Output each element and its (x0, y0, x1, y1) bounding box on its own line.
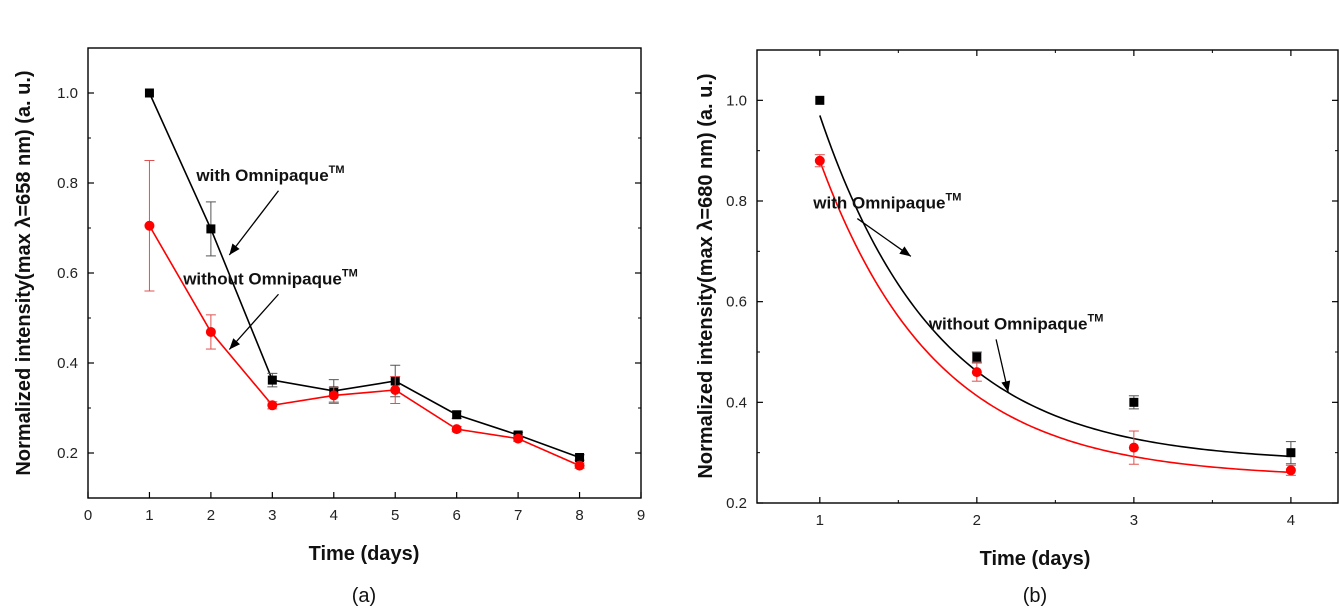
x-axis-label-a: Time (days) (309, 543, 420, 565)
axis-ticks-a: 0 1 2 3 4 5 6 7 8 9 0.2 0.4 0.6 0.8 1.0 (57, 47, 645, 524)
with-series-fit-curve (819, 115, 1291, 458)
annotation-with-arrow (228, 190, 280, 256)
x-tick-label: 5 (391, 507, 399, 524)
with-series-point (575, 453, 585, 462)
annotation-with-arrowhead (229, 243, 240, 255)
chart-marks-b (814, 95, 1296, 476)
x-tick-label: 4 (1287, 512, 1295, 529)
y-tick-label: 1.0 (726, 92, 747, 109)
panel-label-a: (a) (352, 585, 376, 607)
chart-marks-a (144, 88, 585, 471)
x-tick-label: 1 (816, 512, 824, 529)
without-series-point (1285, 465, 1296, 476)
with-series-point (267, 375, 277, 385)
y-tick-label: 1.0 (57, 85, 78, 102)
without-series-point (451, 424, 462, 435)
without-series-point (971, 367, 982, 378)
y-tick-label: 0.4 (57, 355, 78, 372)
with-series-point (1129, 397, 1139, 407)
with-series-point (206, 224, 216, 234)
with-series-point (452, 410, 462, 420)
with-series-line (148, 92, 580, 459)
x-tick-label: 2 (207, 507, 215, 524)
without-series-point (390, 385, 401, 395)
annotations-a: with OmnipaqueTM without OmnipaqueTM (182, 164, 358, 350)
without-series-point (328, 390, 339, 401)
x-tick-label: 3 (1130, 512, 1138, 529)
y-axis-label-b: Normalized intensity(max λ=680 nm) (a. u… (695, 73, 717, 478)
with-series-point (815, 95, 825, 105)
annotation-without-arrowhead (1001, 380, 1011, 393)
without-series-point (814, 155, 825, 166)
y-tick-label: 0.2 (57, 445, 78, 462)
without-series-point (513, 433, 524, 444)
annotations-b: with OmnipaqueTM without OmnipaqueTM (812, 192, 1103, 393)
annotation-without-arrow (228, 293, 279, 350)
x-tick-label: 1 (145, 507, 153, 524)
y-tick-label: 0.8 (57, 175, 78, 192)
annotation-without-arrowhead (229, 338, 240, 350)
without-series-point (144, 220, 155, 231)
x-tick-label: 3 (268, 507, 276, 524)
annotation-without-label: without OmnipaqueTM (928, 312, 1104, 333)
annotation-with-label: with OmnipaqueTM (195, 164, 344, 185)
axis-ticks-b: 1 2 3 4 0.2 0.4 0.6 0.8 1.0 (726, 49, 1338, 529)
x-tick-label: 2 (973, 512, 981, 529)
without-series-point (574, 460, 585, 471)
with-series-point (144, 88, 154, 98)
annotation-with-label: with OmnipaqueTM (812, 192, 961, 213)
plot-frame-b (756, 49, 1339, 504)
x-tick-label: 4 (330, 507, 338, 524)
y-tick-label: 0.2 (726, 495, 747, 512)
without-series-point (267, 400, 278, 411)
with-series-point (1286, 448, 1296, 458)
panel-b: 1 2 3 40.20.40.60.81.0 with OmnipaqueTMwith… (695, 49, 1339, 607)
panel-a: 0 1 2 3 4 5 6 7 8 9 0.2 0.4 0.6 0.8 1.0 with Omnipaque… (13, 47, 645, 607)
plot-frame-a (87, 47, 642, 499)
x-tick-label: 0 (84, 507, 92, 524)
x-axis-label-b: Time (days) (980, 548, 1091, 570)
panel-label-b: (b) (1023, 585, 1047, 607)
with-series-point (972, 352, 982, 362)
annotation-with-arrowhead (899, 246, 911, 257)
y-tick-label: 0.6 (57, 265, 78, 282)
y-axis-label-a: Normalized intensity(max λ=658 nm) (a. u… (13, 70, 35, 475)
without-series-point (1128, 442, 1139, 453)
x-tick-label: 9 (637, 507, 645, 524)
y-tick-label: 0.6 (726, 294, 747, 311)
x-tick-label: 8 (575, 507, 583, 524)
without-series-point (205, 326, 216, 337)
without-series-fit-curve (819, 160, 1291, 474)
without-series-line (148, 225, 580, 467)
annotation-without-label: without OmnipaqueTM (182, 267, 358, 288)
x-tick-label: 7 (514, 507, 522, 524)
y-tick-label: 0.4 (726, 394, 747, 411)
y-tick-label: 0.8 (726, 193, 747, 210)
x-tick-label: 6 (452, 507, 460, 524)
